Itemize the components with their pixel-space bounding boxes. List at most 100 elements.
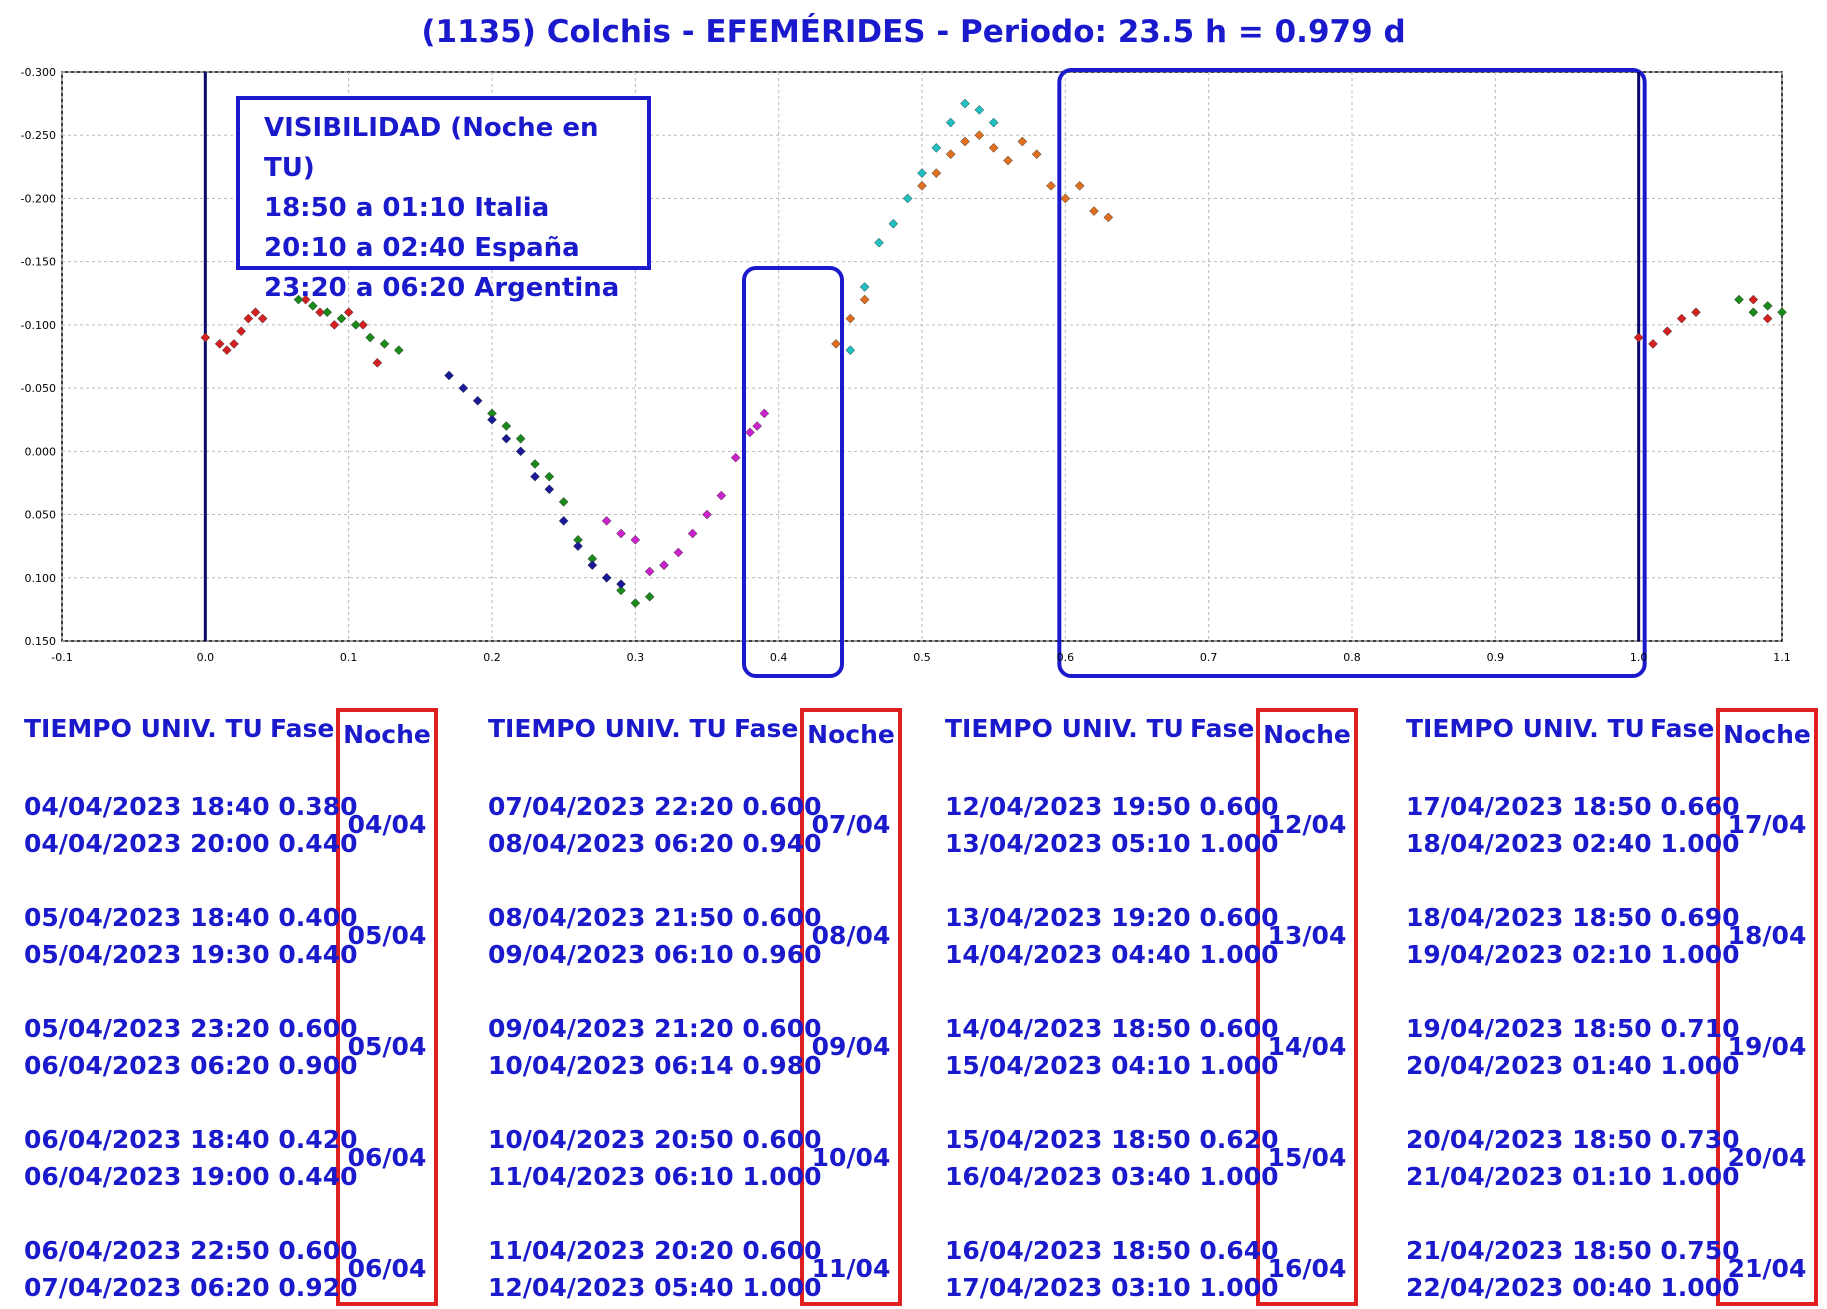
data-point bbox=[1762, 313, 1773, 324]
data-point bbox=[845, 313, 856, 324]
night-column-box: Noche 04/04 05/04 05/04 06/04 06/04 bbox=[336, 708, 438, 1306]
ephemeris-row: 10/04/2023 20:50 0.600 11/04/2023 06:10 1… bbox=[488, 1121, 821, 1195]
vertical-markers bbox=[203, 72, 1641, 641]
data-point bbox=[1748, 294, 1759, 305]
x-tick-label: 0.0 bbox=[197, 651, 215, 664]
data-point bbox=[544, 484, 555, 495]
row-start: 13/04/2023 19:20 0.600 bbox=[945, 903, 1279, 932]
data-point bbox=[530, 459, 540, 469]
data-point bbox=[988, 143, 999, 153]
data-point bbox=[200, 332, 211, 343]
data-point bbox=[988, 117, 999, 128]
y-tick-label: -0.250 bbox=[21, 129, 56, 142]
data-point bbox=[472, 395, 483, 406]
header-night: Noche bbox=[1263, 720, 1351, 749]
header-night: Noche bbox=[807, 720, 895, 749]
row-night: 20/04 bbox=[1727, 1143, 1807, 1172]
row-night: 16/04 bbox=[1267, 1254, 1347, 1283]
data-point bbox=[558, 516, 569, 526]
row-start: 17/04/2023 18:50 0.660 bbox=[1406, 792, 1740, 821]
data-point bbox=[702, 509, 712, 520]
data-point bbox=[1734, 294, 1744, 305]
data-point bbox=[931, 168, 942, 179]
row-start: 10/04/2023 20:50 0.600 bbox=[488, 1125, 822, 1154]
row-end: 09/04/2023 06:10 0.960 bbox=[488, 940, 822, 969]
data-point bbox=[250, 307, 261, 318]
ephemeris-row: 12/04/2023 19:50 0.600 13/04/2023 05:10 1… bbox=[945, 788, 1278, 862]
data-point bbox=[1691, 307, 1701, 318]
y-tick-label: 0.000 bbox=[25, 445, 57, 458]
row-end: 07/04/2023 06:20 0.920 bbox=[24, 1273, 358, 1302]
ephemeris-row: 05/04/2023 18:40 0.400 05/04/2023 19:30 0… bbox=[24, 899, 357, 973]
data-point bbox=[501, 421, 512, 431]
y-tick-label: -0.050 bbox=[21, 382, 56, 395]
row-end: 11/04/2023 06:10 1.000 bbox=[488, 1162, 822, 1191]
row-end: 04/04/2023 20:00 0.440 bbox=[24, 829, 358, 858]
y-tick-label: -0.150 bbox=[21, 256, 56, 269]
data-point bbox=[687, 528, 698, 539]
data-point bbox=[673, 547, 684, 558]
data-point bbox=[1633, 332, 1644, 343]
data-point bbox=[257, 313, 268, 324]
data-point bbox=[960, 98, 970, 109]
data-point bbox=[845, 345, 856, 356]
data-point bbox=[601, 572, 612, 583]
row-start: 21/04/2023 18:50 0.750 bbox=[1406, 1236, 1740, 1265]
x-tick-label: 0.1 bbox=[340, 651, 358, 664]
ephemeris-row: 14/04/2023 18:50 0.600 15/04/2023 04:10 1… bbox=[945, 1010, 1278, 1084]
data-point bbox=[644, 566, 655, 577]
ephemeris-row: 21/04/2023 18:50 0.750 22/04/2023 00:40 1… bbox=[1406, 1232, 1739, 1306]
data-point bbox=[236, 326, 247, 337]
data-point bbox=[530, 471, 540, 482]
row-end: 15/04/2023 04:10 1.000 bbox=[945, 1051, 1279, 1080]
x-tick-label: 0.5 bbox=[913, 651, 931, 664]
x-tick-label: 0.3 bbox=[627, 651, 645, 664]
ephemeris-row: 07/04/2023 22:20 0.600 08/04/2023 06:20 0… bbox=[488, 788, 821, 862]
ephemeris-row: 08/04/2023 21:50 0.600 09/04/2023 06:10 0… bbox=[488, 899, 821, 973]
row-night: 13/04 bbox=[1267, 921, 1347, 950]
highlight-boxes bbox=[742, 68, 1647, 678]
data-point bbox=[716, 490, 727, 501]
y-tick-label: 0.100 bbox=[25, 572, 57, 585]
ephemeris-row: 17/04/2023 18:50 0.660 18/04/2023 02:40 1… bbox=[1406, 788, 1739, 862]
row-end: 14/04/2023 04:40 1.000 bbox=[945, 940, 1279, 969]
data-point bbox=[902, 193, 913, 204]
data-point bbox=[573, 541, 583, 552]
row-start: 19/04/2023 18:50 0.710 bbox=[1406, 1014, 1740, 1043]
data-point bbox=[350, 320, 361, 330]
header-night: Noche bbox=[1723, 720, 1811, 749]
data-point bbox=[931, 143, 942, 153]
data-point bbox=[745, 427, 755, 438]
row-night: 15/04 bbox=[1267, 1143, 1347, 1172]
y-tick-label: 0.050 bbox=[25, 509, 57, 522]
data-point bbox=[601, 516, 612, 526]
row-night: 05/04 bbox=[347, 921, 427, 950]
row-start: 08/04/2023 21:50 0.600 bbox=[488, 903, 822, 932]
night-column-box: Noche 12/04 13/04 14/04 15/04 16/04 bbox=[1256, 708, 1358, 1306]
tick-labels: -0.1 0.0 0.1 0.2 0.3 0.4 0.5 0.6 0.7 0.8 0.9 1.0 1.1… bbox=[21, 66, 1791, 664]
data-point bbox=[759, 408, 770, 419]
data-point bbox=[329, 320, 340, 330]
data-point bbox=[960, 136, 970, 147]
night-column-box: Noche 17/04 18/04 19/04 20/04 21/04 bbox=[1716, 708, 1818, 1306]
visibility-argentina: 23:20 a 06:20 Argentina bbox=[264, 273, 620, 303]
data-point bbox=[229, 339, 239, 349]
data-point bbox=[587, 560, 598, 570]
y-tick-label: -0.200 bbox=[21, 192, 56, 205]
row-start: 07/04/2023 22:20 0.600 bbox=[488, 792, 822, 821]
data-point bbox=[1074, 180, 1085, 191]
row-night: 19/04 bbox=[1727, 1032, 1807, 1061]
row-end: 22/04/2023 00:40 1.000 bbox=[1406, 1273, 1740, 1302]
data-point bbox=[372, 357, 383, 368]
x-tick-label: 0.7 bbox=[1200, 651, 1218, 664]
visibility-range-box bbox=[742, 265, 844, 678]
ephemeris-row: 20/04/2023 18:50 0.730 21/04/2023 01:10 1… bbox=[1406, 1121, 1739, 1195]
data-point bbox=[859, 294, 870, 305]
data-point bbox=[1089, 206, 1099, 216]
row-night: 18/04 bbox=[1727, 921, 1807, 950]
night-column-box: Noche 07/04 08/04 09/04 10/04 11/04 bbox=[800, 708, 902, 1306]
row-start: 06/04/2023 22:50 0.600 bbox=[24, 1236, 358, 1265]
header-time: TIEMPO UNIV. TU bbox=[488, 714, 727, 743]
x-tick-label: 1.0 bbox=[1630, 651, 1648, 664]
header-phase: Fase bbox=[1190, 714, 1255, 743]
